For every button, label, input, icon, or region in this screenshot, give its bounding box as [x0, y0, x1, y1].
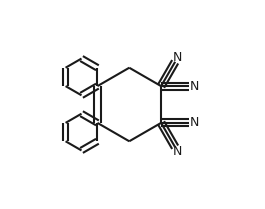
Text: N: N	[173, 145, 182, 158]
Text: N: N	[189, 116, 199, 129]
Text: N: N	[189, 80, 199, 93]
Text: N: N	[173, 51, 182, 64]
